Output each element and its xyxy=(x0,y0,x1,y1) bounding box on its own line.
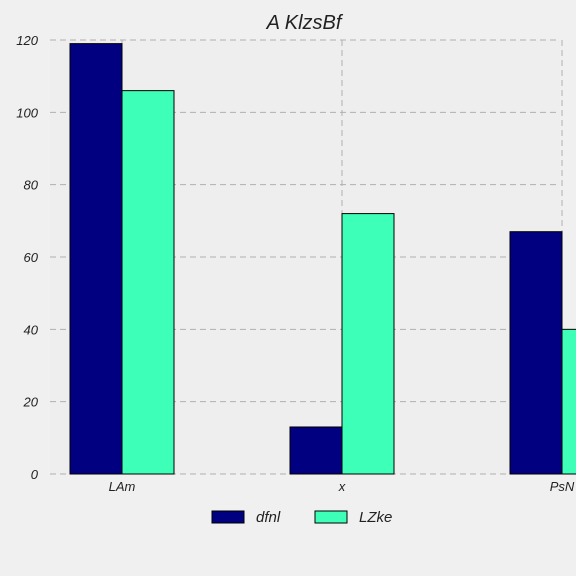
x-tick-label: PsN xyxy=(550,479,575,494)
y-tick-label: 120 xyxy=(16,33,38,48)
x-tick-label: x xyxy=(338,479,346,494)
x-tick-label: LAm xyxy=(109,479,136,494)
legend-swatch-dfnl xyxy=(211,510,245,524)
legend-label-dfnl: dfnl xyxy=(256,509,281,526)
y-axis-ticks: 0 20 40 60 80 100 120 xyxy=(16,33,38,482)
y-tick-label: 40 xyxy=(24,322,39,337)
bar-LZke-PsN xyxy=(561,328,576,475)
bars xyxy=(69,43,576,475)
y-tick-label: 60 xyxy=(24,250,39,265)
bar-dfnl-PsN xyxy=(509,231,563,475)
bar-LZke-x xyxy=(341,213,395,475)
legend-label-LZke: LZke xyxy=(359,509,392,526)
legend-swatch-LZke xyxy=(314,510,348,524)
bar-dfnl-LAm xyxy=(69,43,123,475)
y-tick-label: 20 xyxy=(23,395,39,410)
y-tick-label: 100 xyxy=(16,105,38,120)
y-tick-label: 80 xyxy=(24,178,39,193)
bar-dfnl-x xyxy=(289,426,343,475)
legend: dfnl LZke xyxy=(211,509,392,526)
y-tick-label: 0 xyxy=(31,467,39,482)
x-axis-ticks: LAm x PsN xyxy=(109,479,575,494)
bar-LZke-LAm xyxy=(121,90,175,475)
chart-title: A KlzsBf xyxy=(266,12,344,34)
